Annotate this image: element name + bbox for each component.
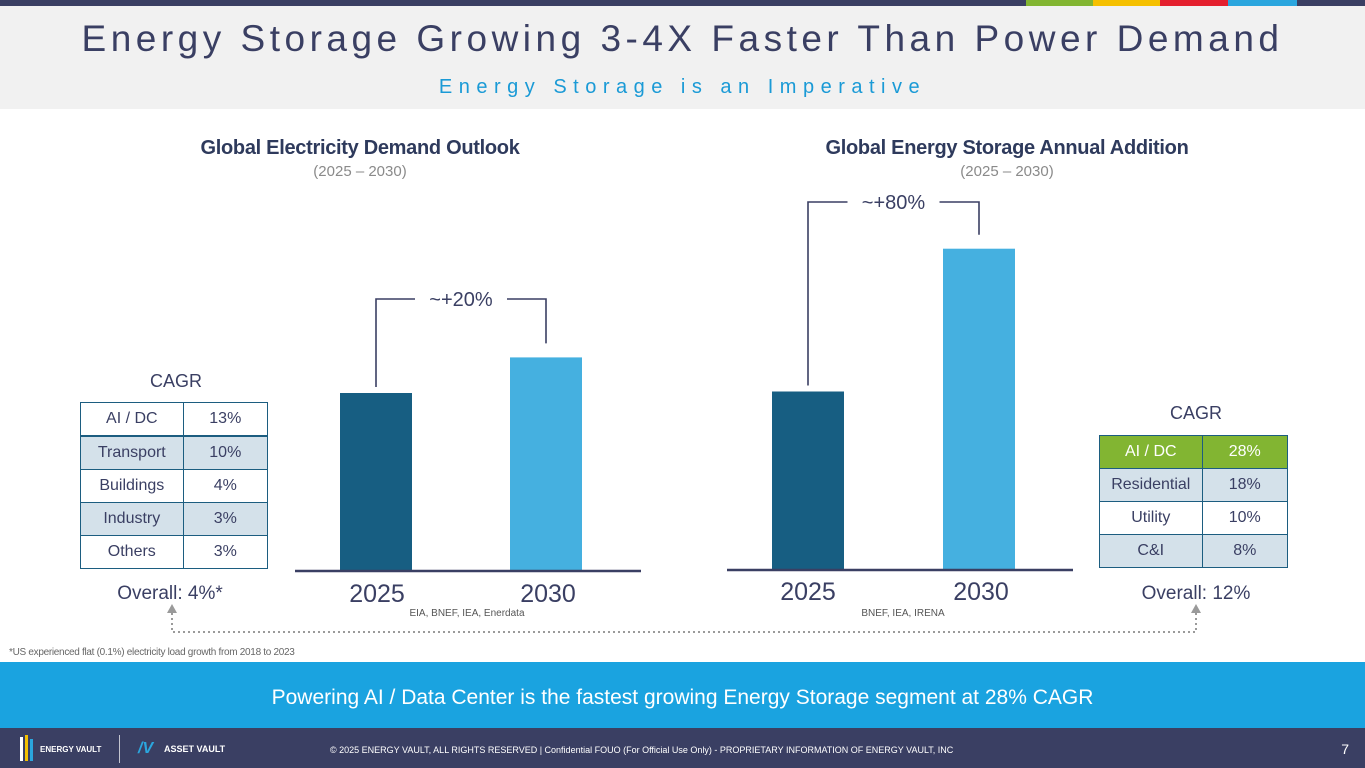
footer-bar: [0, 728, 1365, 768]
right-bracket-right: [939, 201, 980, 235]
left-tick-label-2030: 2030: [520, 580, 576, 608]
left-chart-title: Global Electricity Demand Outlook: [200, 137, 520, 159]
right-segment-cell: Residential: [1099, 468, 1203, 502]
left-segment-cell: Industry: [80, 502, 184, 536]
accent-stripe-red: [1160, 0, 1228, 6]
right-bar-2025: [772, 391, 844, 570]
left-value-cell: 10%: [182, 435, 269, 470]
right-value-cell: 8%: [1201, 534, 1289, 568]
left-cagr-label: CAGR: [149, 371, 202, 391]
banner: [0, 662, 1365, 728]
left-row: Transport 10%: [80, 435, 269, 470]
left-chart-subtitle: (2025 – 2030): [313, 163, 407, 180]
accent-stripe-blue: [1228, 0, 1297, 6]
banner-text: Powering AI / Data Center is the fastest…: [271, 686, 1094, 709]
right-row: C&I 8%: [1099, 534, 1289, 568]
left-bar-2025: [340, 393, 412, 571]
left-tick-label-2025: 2025: [349, 580, 405, 608]
logo-divider: [119, 735, 120, 763]
left-value-cell: 3%: [182, 535, 269, 569]
right-growth-annotation: ~+80%: [862, 192, 926, 214]
energy-vault-logo-icon: [20, 735, 36, 761]
right-chart-title: Global Energy Storage Annual Addition: [825, 137, 1189, 159]
accent-stripe-green: [1026, 0, 1093, 6]
right-chart-subtitle: (2025 – 2030): [960, 163, 1054, 180]
left-value-cell: 3%: [182, 502, 269, 536]
right-cagr-table: AI / DC 28% Residential 18% Utility 10% C&I 8%: [1099, 435, 1289, 568]
left-bar-2030: [510, 357, 582, 571]
right-row: Residential 18%: [1099, 468, 1289, 502]
right-tick-label-2025: 2025: [780, 578, 836, 606]
page-number: 7: [1341, 741, 1349, 757]
right-value-cell: 28%: [1201, 435, 1289, 469]
page-subtitle: Energy Storage is an Imperative: [438, 76, 927, 98]
left-segment-cell: Buildings: [80, 469, 184, 503]
right-segment-cell: Utility: [1099, 501, 1203, 535]
left-chart-source: EIA, BNEF, IEA, Enerdata: [409, 608, 525, 619]
left-bracket-left: [375, 298, 415, 387]
left-segment-cell: AI / DC: [80, 402, 184, 437]
left-value-cell: 4%: [182, 469, 269, 503]
left-segment-cell: Transport: [80, 435, 184, 470]
right-overall: Overall: 12%: [1141, 583, 1251, 604]
left-growth-annotation: ~+20%: [429, 289, 493, 311]
right-value-cell: 18%: [1201, 468, 1289, 502]
footer-copyright: © 2025 ENERGY VAULT, ALL RIGHTS RESERVED…: [330, 745, 954, 755]
top-accent-bar: [0, 0, 1365, 6]
left-row: Others 3%: [80, 535, 269, 569]
left-cagr-table: AI / DC 13% Transport 10% Buildings 4% Industr…: [80, 402, 269, 569]
right-tick-label-2030: 2030: [953, 578, 1009, 606]
right-cagr-label: CAGR: [1169, 403, 1222, 423]
asset-vault-logo: ASSET VAULT: [164, 744, 226, 754]
asset-vault-logo-icon: /V: [138, 740, 154, 757]
right-value-cell: 10%: [1201, 501, 1289, 535]
left-row: Buildings 4%: [80, 469, 269, 503]
right-segment-cell: AI / DC: [1099, 435, 1203, 469]
accent-stripe-yellow: [1093, 0, 1160, 6]
right-bar-2030: [943, 248, 1015, 570]
left-row: AI / DC 13%: [80, 402, 269, 437]
right-bracket-left: [807, 201, 848, 386]
page-title: Energy Storage Growing 3-4X Faster Than …: [81, 18, 1284, 59]
header-band: [0, 6, 1365, 109]
left-bracket-right: [507, 298, 547, 344]
right-row: Utility 10%: [1099, 501, 1289, 535]
left-overall: Overall: 4%*: [117, 583, 223, 604]
left-value-cell: 13%: [182, 402, 269, 437]
energy-vault-logo: ENERGY VAULT: [40, 745, 102, 754]
right-segment-cell: C&I: [1099, 534, 1203, 568]
right-chart-source: BNEF, IEA, IRENA: [861, 608, 945, 619]
right-row: AI / DC 28%: [1099, 435, 1289, 469]
footnote: *US experienced flat (0.1%) electricity …: [9, 647, 295, 658]
left-row: Industry 3%: [80, 502, 269, 536]
left-segment-cell: Others: [80, 535, 184, 569]
